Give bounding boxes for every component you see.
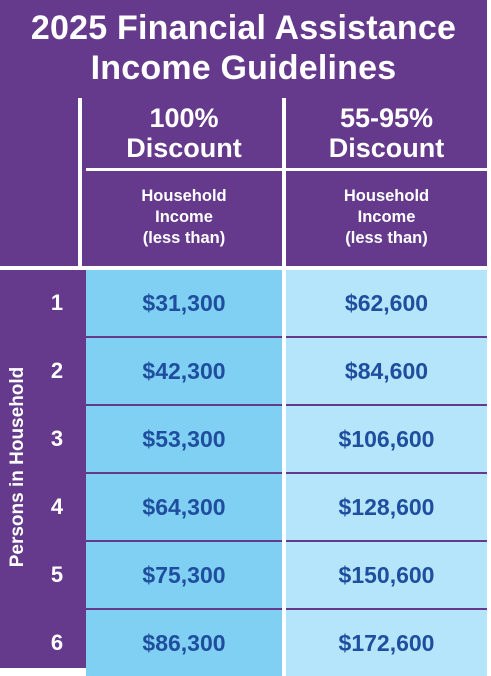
column-1-subheading: Household Income (less than) [86,186,282,249]
full-discount-income-4: $64,300 [86,474,282,540]
column-1-sub-line-3: (less than) [142,229,226,247]
partial-discount-income-6: $172,600 [286,610,487,676]
column-1-percent: 100% [149,103,219,133]
partial-discount-income-3: $106,600 [286,406,487,472]
full-discount-income-1: $31,300 [86,270,282,336]
column-2-percent: 55-95% [339,103,434,133]
column-1-sub-line-1: Household [141,187,227,205]
partial-discount-income-5: $150,600 [286,542,487,608]
full-discount-income-2: $42,300 [86,338,282,404]
page-title: 2025 Financial Assistance Income Guideli… [0,8,487,88]
full-discount-income-6: $86,300 [86,610,282,676]
column-2-sub-line-2: Income [357,208,416,226]
column-1-heading: 100% Discount [86,103,282,163]
column-2-sub-line-1: Household [343,187,430,205]
persons-count-2: 2 [50,358,64,383]
divider-left-header [78,98,82,266]
persons-count-1: 1 [50,290,64,315]
column-2-subheading: Household Income (less than) [286,186,487,249]
column-2-heading: 55-95% Discount [286,103,487,163]
column-1-discount: Discount [126,133,242,163]
divider-under-headings [86,168,487,171]
partial-discount-income-1: $62,600 [286,270,487,336]
column-2-discount: Discount [328,133,445,163]
title-line-2: Income Guidelines [90,49,397,87]
full-discount-income-5: $75,300 [86,542,282,608]
column-1-sub-line-2: Income [155,208,213,226]
side-label-text: Persons in Household [7,366,28,568]
divider-header-bottom [0,266,487,270]
persons-count-6: 6 [50,630,64,655]
full-discount-income-3: $53,300 [86,406,282,472]
partial-discount-income-4: $128,600 [286,474,487,540]
persons-count-4: 4 [50,494,64,519]
title-line-1: 2025 Financial Assistance [30,9,457,47]
persons-count-3: 3 [50,426,64,451]
divider-middle [282,98,286,668]
persons-count-5: 5 [50,562,64,587]
partial-discount-income-2: $84,600 [286,338,487,404]
column-2-sub-line-3: (less than) [345,229,428,247]
